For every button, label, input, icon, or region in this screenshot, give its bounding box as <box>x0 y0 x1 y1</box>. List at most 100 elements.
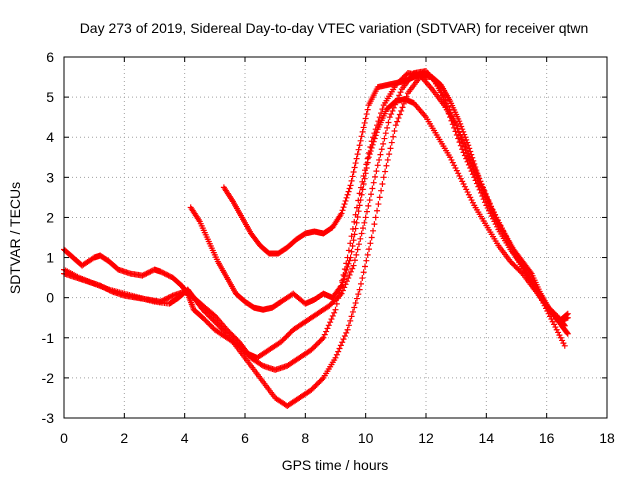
data-point <box>365 202 372 209</box>
data-point <box>165 272 172 279</box>
data-point <box>511 262 518 269</box>
data-point <box>319 336 326 343</box>
data-point <box>341 273 348 280</box>
data-point <box>376 156 383 163</box>
y-tick-label: 3 <box>46 169 54 185</box>
data-point <box>347 182 354 189</box>
data-point <box>331 309 338 316</box>
data-point <box>472 177 479 184</box>
data-point <box>206 313 213 320</box>
data-point <box>327 301 334 308</box>
data-point <box>315 340 322 347</box>
data-point <box>357 137 364 144</box>
data-point <box>462 134 469 141</box>
data-point <box>347 268 354 275</box>
chart-title: Day 273 of 2019, Sidereal Day-to-day VTE… <box>80 20 589 36</box>
data-point <box>349 242 356 249</box>
data-point <box>386 114 393 121</box>
data-point <box>210 317 217 324</box>
data-point <box>355 208 362 215</box>
data-point <box>160 269 167 276</box>
data-point <box>561 322 568 329</box>
data-point <box>346 257 353 264</box>
data-point <box>365 154 372 161</box>
data-point <box>360 269 367 276</box>
data-point <box>328 316 335 323</box>
data-point <box>311 384 318 391</box>
data-point <box>463 136 470 143</box>
data-point <box>350 262 357 269</box>
data-point <box>396 111 403 118</box>
data-point <box>359 275 366 282</box>
data-point <box>455 170 462 177</box>
y-axis-ticks: -3 -2 -1 0 1 2 3 4 5 6 <box>42 49 607 426</box>
data-point <box>395 115 402 122</box>
y-tick-label: 0 <box>46 290 54 306</box>
grid-lines <box>64 57 607 418</box>
data-point <box>319 376 326 383</box>
data-point <box>350 237 357 244</box>
data-point <box>333 351 340 358</box>
data-point <box>362 115 369 122</box>
data-point <box>475 172 482 179</box>
data-point <box>339 207 346 214</box>
data-point <box>389 107 396 114</box>
data-point <box>205 320 212 327</box>
x-tick-label: 0 <box>60 430 68 446</box>
data-point <box>515 266 522 273</box>
data-point <box>385 119 392 126</box>
data-point <box>333 300 340 307</box>
data-point <box>518 269 525 276</box>
data-point <box>315 380 322 387</box>
data-point <box>356 202 363 209</box>
data-point <box>471 160 478 167</box>
data-point <box>469 154 476 161</box>
data-point <box>453 167 460 174</box>
data-point <box>343 267 350 274</box>
data-point <box>325 322 332 329</box>
data-point <box>471 174 478 181</box>
data-point <box>139 272 146 279</box>
data-point <box>227 330 234 337</box>
data-point <box>353 251 360 258</box>
data-point <box>344 191 351 198</box>
data-point <box>467 164 474 171</box>
data-point <box>207 322 214 329</box>
data-point <box>148 267 155 274</box>
data-point <box>309 345 316 352</box>
x-tick-label: 16 <box>539 430 555 446</box>
data-point <box>449 121 456 128</box>
data-point <box>332 306 339 313</box>
x-tick-label: 18 <box>599 430 615 446</box>
data-point <box>553 326 560 333</box>
data-point <box>464 139 471 146</box>
data-point <box>362 214 369 221</box>
data-point <box>203 318 210 325</box>
data-point <box>480 186 487 193</box>
data-point <box>439 92 446 99</box>
y-tick-label: 5 <box>46 89 54 105</box>
data-point <box>391 127 398 134</box>
data-point <box>561 342 568 349</box>
data-point <box>348 248 355 255</box>
data-point <box>366 246 373 253</box>
data-point <box>360 124 367 131</box>
data-point <box>390 133 397 140</box>
data-point <box>209 324 216 331</box>
series-track-b <box>61 74 568 409</box>
data-point <box>467 194 474 201</box>
data-point <box>561 321 568 328</box>
data-point <box>455 135 462 142</box>
data-point <box>359 186 366 193</box>
data-point <box>367 148 374 155</box>
data-point <box>372 214 379 221</box>
data-point <box>477 189 484 196</box>
data-point <box>478 181 485 188</box>
data-point <box>143 270 150 277</box>
data-point <box>162 271 169 278</box>
data-point <box>213 320 220 327</box>
data-point <box>456 172 463 179</box>
data-point <box>373 129 380 136</box>
data-point <box>316 378 323 385</box>
data-point <box>351 231 358 238</box>
